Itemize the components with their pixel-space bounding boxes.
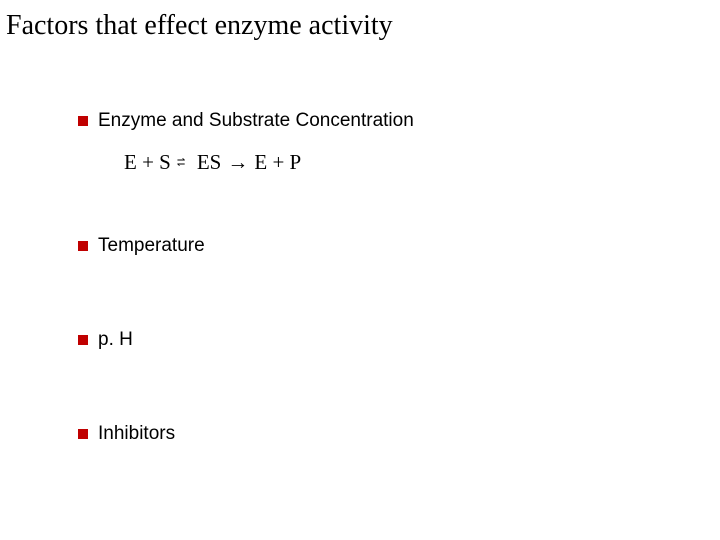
arrow-right-icon: → — [227, 150, 248, 175]
slide: Factors that effect enzyme activity Enzy… — [0, 0, 720, 540]
bullet-icon — [78, 241, 88, 251]
slide-title: Factors that effect enzyme activity — [6, 10, 393, 42]
list-item: p. H — [78, 329, 414, 351]
item-text: p. H — [98, 329, 133, 351]
bullet-icon — [78, 429, 88, 439]
equation-rhs: E + P — [254, 150, 301, 175]
bullet-list: Enzyme and Substrate Concentration E + S… — [78, 110, 414, 517]
equation-mid: ES — [197, 150, 222, 175]
reversible-arrow-icon: ⇀ ↽ — [177, 154, 191, 172]
half-arrow-left-icon: ↽ — [177, 160, 185, 170]
list-item: Temperature — [78, 235, 414, 257]
list-item: Enzyme and Substrate Concentration — [78, 110, 414, 132]
item-text: Temperature — [98, 235, 205, 257]
list-item: Inhibitors — [78, 423, 414, 445]
equation-lhs: E + S — [124, 150, 171, 175]
bullet-icon — [78, 116, 88, 126]
item-text: Enzyme and Substrate Concentration — [98, 110, 414, 132]
bullet-icon — [78, 335, 88, 345]
item-text: Inhibitors — [98, 423, 175, 445]
equation: E + S ⇀ ↽ ES → E + P — [124, 150, 414, 175]
